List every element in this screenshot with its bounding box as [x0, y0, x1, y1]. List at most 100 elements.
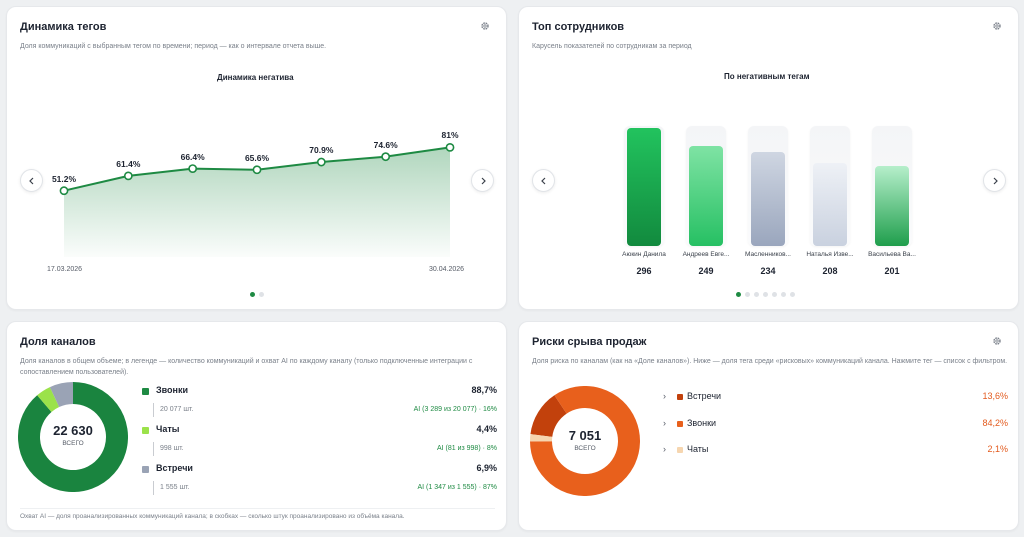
carousel-dot[interactable] — [772, 292, 777, 297]
chevron-right-icon — [993, 177, 998, 184]
carousel-prev-button[interactable] — [20, 169, 43, 192]
area-fill — [64, 147, 450, 257]
donut-total: 22 630 — [53, 423, 93, 438]
donut-slice[interactable] — [530, 395, 568, 438]
legend-swatch — [677, 421, 683, 427]
legend-swatch — [142, 388, 149, 395]
data-label: 61.4% — [116, 158, 141, 169]
tags-dynamics-card: Динамика тегов Доля коммуникаций с выбра… — [6, 6, 507, 310]
legend-count: 20 077 шт. — [153, 403, 193, 417]
legend-swatch — [142, 427, 149, 434]
legend-swatch — [677, 394, 683, 400]
bar[interactable] — [813, 163, 847, 246]
footnote: Охват AI — доля проанализированных комму… — [20, 508, 495, 520]
bar[interactable] — [689, 146, 723, 246]
legend-ai-coverage: AI (81 из 998) · 8% — [436, 445, 497, 452]
bar-name: Андреев Евге... — [682, 251, 730, 258]
data-label: 51.2% — [51, 173, 77, 184]
legend-item-meetings: Встречи 6,9% 1 555 шт. AI (1 347 из 1 55… — [142, 463, 497, 497]
donut-slice[interactable] — [49, 382, 74, 408]
chart-title: По негативным тегам — [724, 72, 810, 81]
legend-name: Чаты — [156, 424, 180, 434]
legend-percent: 6,9% — [476, 463, 497, 473]
data-point[interactable] — [188, 164, 198, 173]
carousel-dot[interactable] — [754, 292, 759, 297]
risk-item-meetings[interactable]: › Встречи 13,6% — [663, 390, 1008, 404]
legend-swatch — [142, 466, 149, 473]
carousel-dot[interactable] — [745, 292, 750, 297]
data-point[interactable] — [59, 186, 69, 196]
carousel-next-button[interactable] — [983, 169, 1006, 192]
line-chart — [59, 142, 455, 257]
risk-item-calls[interactable]: › Звонки 84,2% — [663, 417, 1008, 431]
bar-name: Аюкин Данила — [622, 251, 666, 258]
carousel-dot[interactable] — [763, 292, 768, 297]
top-staff-card: Топ сотрудников Карусель показателей по … — [518, 6, 1019, 310]
legend-count: 998 шт. — [153, 442, 184, 456]
card-title: Доля каналов — [20, 336, 96, 348]
risk-donut-chart — [530, 386, 640, 496]
bar[interactable] — [875, 166, 909, 246]
data-point[interactable] — [445, 142, 455, 152]
carousel-dots — [250, 292, 264, 297]
carousel-dot[interactable] — [781, 292, 786, 297]
carousel-dot[interactable] — [736, 292, 741, 297]
risk-name: Чаты — [687, 444, 709, 454]
carousel-dot[interactable] — [259, 292, 264, 297]
donut-total-label: ВСЕГО — [62, 440, 84, 447]
bar-name: Наталья Изве... — [806, 251, 854, 258]
chevron-left-icon — [540, 177, 545, 184]
gear-icon[interactable] — [992, 21, 1002, 31]
legend-name: Звонки — [156, 385, 189, 395]
data-point[interactable] — [123, 171, 133, 181]
data-label: 65.6% — [244, 152, 270, 163]
bar-name: Васильева Ва... — [868, 251, 916, 258]
data-label: 81% — [441, 130, 459, 141]
donut-slice[interactable] — [530, 386, 640, 496]
carousel-next-button[interactable] — [471, 169, 494, 192]
bar-value: 234 — [760, 266, 776, 276]
chart-title: Динамика негатива — [217, 73, 294, 82]
risk-item-chats[interactable]: › Чаты 2,1% — [663, 443, 1008, 457]
chevron-right-icon: › — [663, 444, 666, 454]
card-title: Риски срыва продаж — [532, 336, 647, 348]
carousel-dot[interactable] — [250, 292, 255, 297]
data-label: 74.6% — [373, 139, 398, 150]
carousel-prev-button[interactable] — [532, 169, 555, 192]
chevron-left-icon — [28, 177, 33, 184]
data-point[interactable] — [381, 152, 391, 162]
donut-slice[interactable] — [37, 387, 60, 413]
bar[interactable] — [751, 152, 785, 246]
legend-percent: 88,7% — [471, 385, 497, 395]
bar[interactable] — [627, 128, 661, 246]
data-point[interactable] — [252, 165, 262, 175]
gear-icon[interactable] — [480, 21, 490, 31]
date-start: 17.03.2026 — [47, 266, 83, 273]
card-title: Топ сотрудников — [532, 21, 625, 33]
channel-share-card: Доля каналов Доля каналов в общем объеме… — [6, 321, 507, 531]
data-point[interactable] — [316, 157, 326, 167]
card-title: Динамика тегов — [20, 21, 107, 33]
bar-value: 201 — [884, 266, 900, 276]
legend-percent: 4,4% — [476, 424, 497, 434]
chevron-right-icon: › — [663, 391, 666, 401]
risk-percent: 13,6% — [982, 391, 1008, 401]
data-label: 66.4% — [180, 151, 205, 162]
legend-item-chats: Чаты 4,4% 998 шт. AI (81 из 998) · 8% — [142, 424, 497, 458]
bar-value: 249 — [698, 266, 714, 276]
legend-swatch — [677, 447, 683, 453]
legend-name: Встречи — [156, 463, 193, 473]
donut-total: 7 051 — [568, 428, 602, 443]
carousel-dots — [736, 292, 795, 297]
donut-center: 22 630 ВСЕГО — [43, 423, 103, 447]
risk-percent: 84,2% — [982, 418, 1008, 428]
legend-count: 1 555 шт. — [153, 481, 189, 495]
risk-percent: 2,1% — [987, 444, 1008, 454]
carousel-dot[interactable] — [790, 292, 795, 297]
card-subtitle: Карусель показателей по сотрудникам за п… — [532, 43, 692, 50]
donut-slice[interactable] — [18, 382, 128, 492]
risk-name: Звонки — [687, 418, 717, 428]
card-subtitle: Доля каналов в общем объеме; в легенде —… — [20, 358, 473, 376]
gear-icon[interactable] — [992, 336, 1002, 346]
sales-risk-card: Риски срыва продаж Доля риска по каналам… — [518, 321, 1019, 531]
